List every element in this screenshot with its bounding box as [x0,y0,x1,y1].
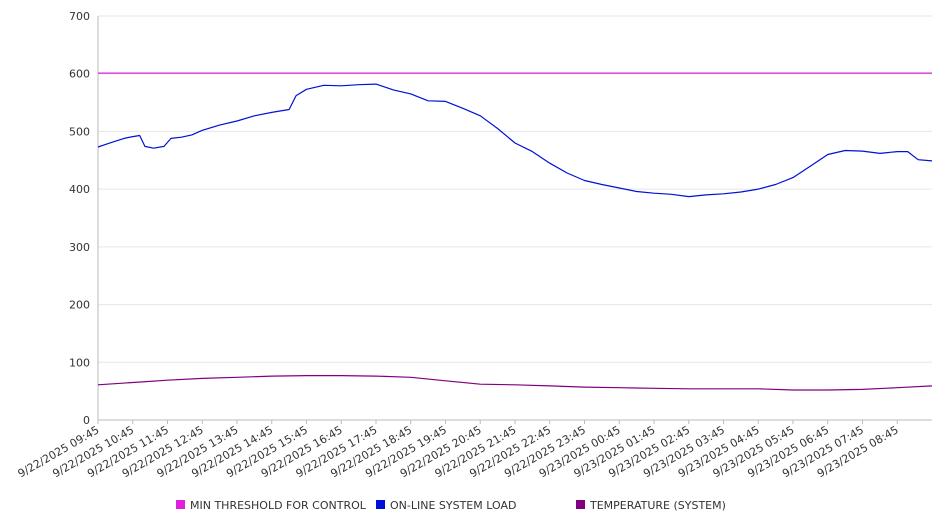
x-tick-labels: 9/22/2025 09:459/22/2025 10:459/22/2025 … [16,420,901,480]
series-lines [97,72,933,391]
legend-swatch [376,500,385,509]
y-tick-label: 700 [69,10,90,23]
y-tick-label: 300 [69,241,90,254]
legend-swatch [176,500,185,509]
legend: MIN THRESHOLD FOR CONTROL ON-LINE SYSTEM … [176,499,726,512]
legend-label: TEMPERATURE (SYSTEM) [589,499,726,512]
axes [97,16,932,421]
y-tick-labels: 0 100 200 300 400 500 600 700 [69,10,90,427]
legend-label: ON-LINE SYSTEM LOAD [390,499,516,512]
series-line-2 [97,375,933,391]
legend-swatch [576,500,585,509]
y-tick-label: 0 [83,414,90,427]
series-line-1 [97,83,933,198]
y-tick-label: 500 [69,125,90,138]
legend-label: MIN THRESHOLD FOR CONTROL [190,499,367,512]
y-tick-label: 200 [69,299,90,312]
grid [98,15,932,363]
y-tick-label: 600 [69,68,90,81]
y-tick-label: 400 [69,183,90,196]
y-tick-label: 100 [69,356,90,369]
